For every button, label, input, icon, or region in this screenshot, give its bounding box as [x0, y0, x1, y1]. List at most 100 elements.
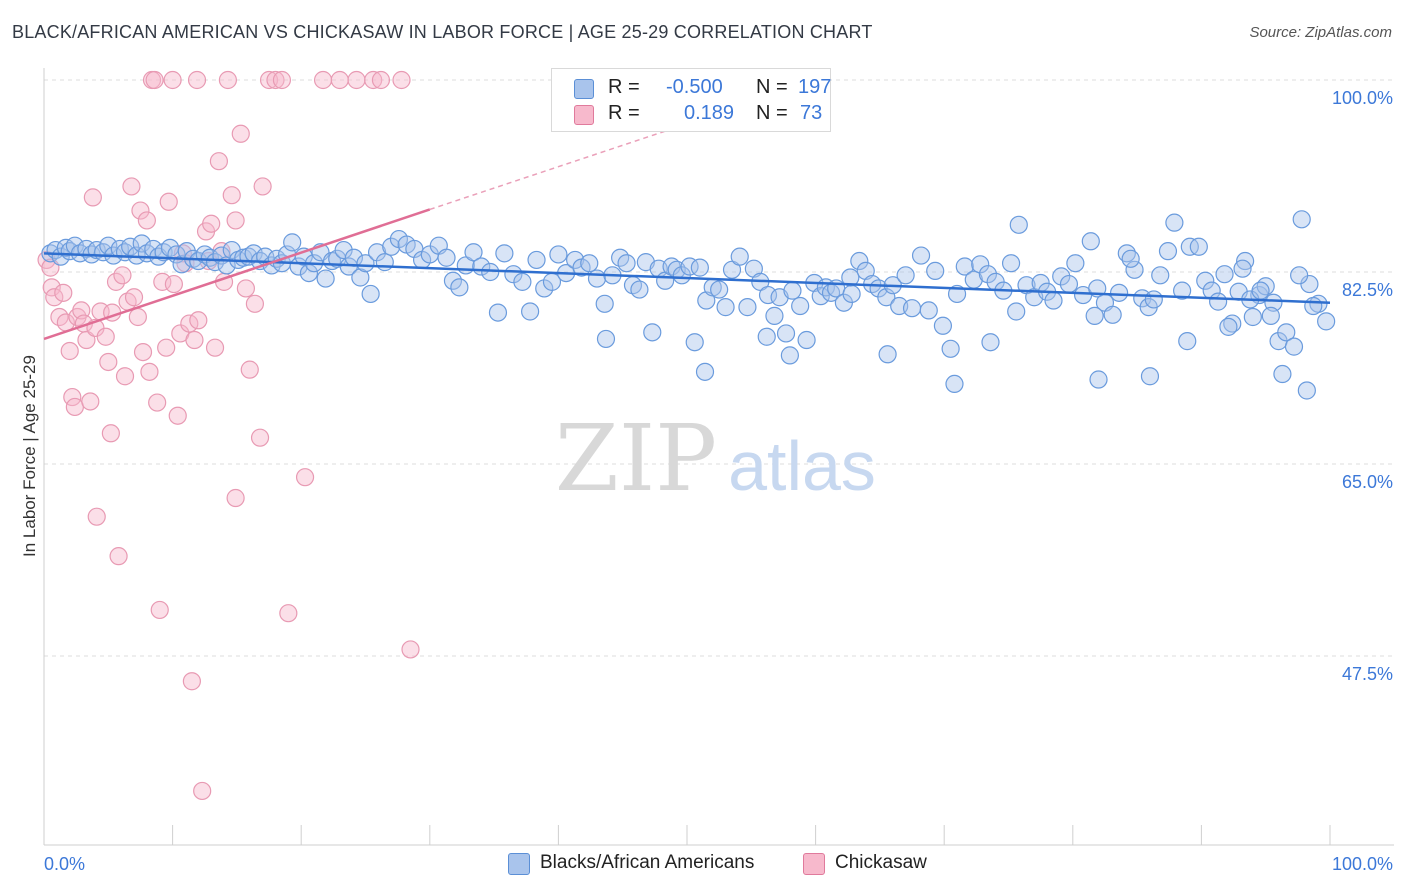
chickasaw-point-9 — [65, 397, 84, 417]
chickasaw-point-7 — [60, 341, 79, 361]
legend-r-label-pink: R = — [608, 102, 640, 124]
y-tick-label-0: 100.0% — [1332, 88, 1393, 108]
chickasaw-point-31 — [131, 201, 150, 220]
black-point-127 — [850, 251, 869, 271]
chickasaw-point-52 — [193, 781, 212, 801]
chickasaw-point-60 — [218, 70, 237, 90]
black-point-216 — [841, 268, 860, 287]
black-point-140 — [941, 339, 960, 358]
y-tick-label-1: 82.5% — [1342, 280, 1393, 300]
chickasaw-point-62 — [226, 211, 245, 230]
black-point-110 — [738, 298, 757, 317]
x-tick-label-1: 100.0% — [1332, 854, 1393, 874]
black-point-68 — [443, 271, 463, 290]
black-point-144 — [971, 255, 990, 274]
black-point-119 — [797, 330, 816, 350]
black-point-103 — [690, 258, 709, 277]
black-point-142 — [955, 257, 974, 276]
chickasaw-point-72 — [295, 468, 315, 487]
black-point-137 — [919, 301, 938, 320]
chickasaw-point-25 — [113, 266, 132, 285]
black-point-197 — [596, 329, 616, 349]
black-point-87 — [587, 269, 607, 288]
black-point-67 — [437, 248, 456, 267]
black-point-175 — [1196, 271, 1215, 290]
chickasaw-point-49 — [182, 672, 201, 691]
black-point-145 — [978, 265, 998, 284]
watermark: ZIP atlas — [555, 405, 876, 512]
black-point-159 — [1081, 232, 1100, 251]
chickasaw-point-20 — [99, 352, 118, 372]
black-point-149 — [1009, 215, 1028, 234]
black-point-139 — [933, 316, 953, 335]
black-point-155 — [1052, 267, 1071, 286]
black-point-206 — [695, 362, 715, 381]
black-point-199 — [981, 333, 1000, 352]
black-point-113 — [758, 285, 778, 305]
black-point-210 — [1219, 317, 1238, 336]
black-point-86 — [580, 254, 599, 273]
black-point-213 — [1304, 296, 1323, 316]
black-point-154 — [1044, 291, 1063, 310]
black-point-17 — [132, 234, 151, 253]
chickasaw-point-39 — [153, 272, 172, 291]
chickasaw-point-14 — [81, 392, 100, 411]
black-point-78 — [521, 302, 540, 321]
chickasaw-point-82 — [187, 70, 207, 90]
black-point-169 — [1151, 266, 1170, 285]
black-point-53 — [334, 240, 353, 260]
black-point-209 — [1178, 332, 1197, 351]
black-point-95 — [643, 323, 662, 342]
chickasaw-point-17 — [87, 507, 106, 526]
chickasaw-point-77 — [371, 70, 391, 90]
legend-r-label-blue: R = — [608, 76, 640, 98]
chickasaw-point-81 — [226, 488, 245, 508]
chickasaw-point-79 — [401, 640, 420, 659]
chickasaw-point-55 — [202, 214, 221, 233]
black-point-195 — [1251, 281, 1270, 300]
chickasaw-point-19 — [96, 327, 115, 346]
chickasaw-point-64 — [236, 279, 256, 298]
chickasaw-point-63 — [231, 124, 250, 143]
black-point-214 — [1121, 249, 1140, 268]
bottom-legend-label-blue: Blacks/African Americans — [540, 852, 755, 873]
black-point-2 — [51, 247, 70, 266]
chickasaw-point-36 — [145, 70, 164, 90]
chickasaw-trend-extension — [429, 123, 688, 211]
legend-r-value-blue: -0.500 — [666, 76, 723, 98]
chickasaw-point-37 — [148, 393, 167, 412]
black-point-11 — [99, 236, 118, 255]
black-point-116 — [776, 324, 796, 343]
black-point-93 — [630, 280, 649, 299]
legend-n-label-pink: N = — [756, 102, 788, 124]
chickasaw-point-42 — [163, 70, 182, 90]
black-point-168 — [1144, 290, 1163, 309]
black-point-192 — [1317, 312, 1336, 331]
black-point-77 — [513, 272, 532, 291]
chickasaw-point-68 — [259, 70, 279, 90]
chickasaw-point-15 — [83, 188, 102, 207]
black-point-109 — [730, 247, 749, 266]
black-point-203 — [1140, 367, 1160, 386]
black-point-79 — [527, 250, 546, 270]
bottom-legend-label-pink: Chickasaw — [835, 852, 927, 873]
black-point-156 — [1059, 274, 1079, 294]
chickasaw-point-74 — [330, 70, 349, 90]
trend-lines — [43, 123, 1331, 341]
black-point-50 — [316, 269, 335, 288]
chickasaw-point-26 — [115, 367, 135, 386]
chickasaw-point-3 — [45, 288, 64, 307]
watermark-zip: ZIP — [555, 405, 717, 512]
chart-source: Source: ZipAtlas.com — [1249, 24, 1392, 41]
black-point-200 — [1233, 259, 1252, 278]
black-point-215 — [1007, 302, 1026, 321]
chickasaw-point-78 — [392, 70, 411, 90]
legend-n-value-pink: 73 — [800, 102, 823, 124]
black-point-187 — [1277, 323, 1296, 342]
black-point-106 — [710, 280, 729, 299]
y-tick-label-2: 65.0% — [1342, 472, 1393, 492]
black-point-212 — [1290, 266, 1309, 285]
chickasaw-points — [37, 70, 420, 801]
black-point-162 — [1103, 305, 1122, 324]
black-point-163 — [1109, 283, 1129, 302]
